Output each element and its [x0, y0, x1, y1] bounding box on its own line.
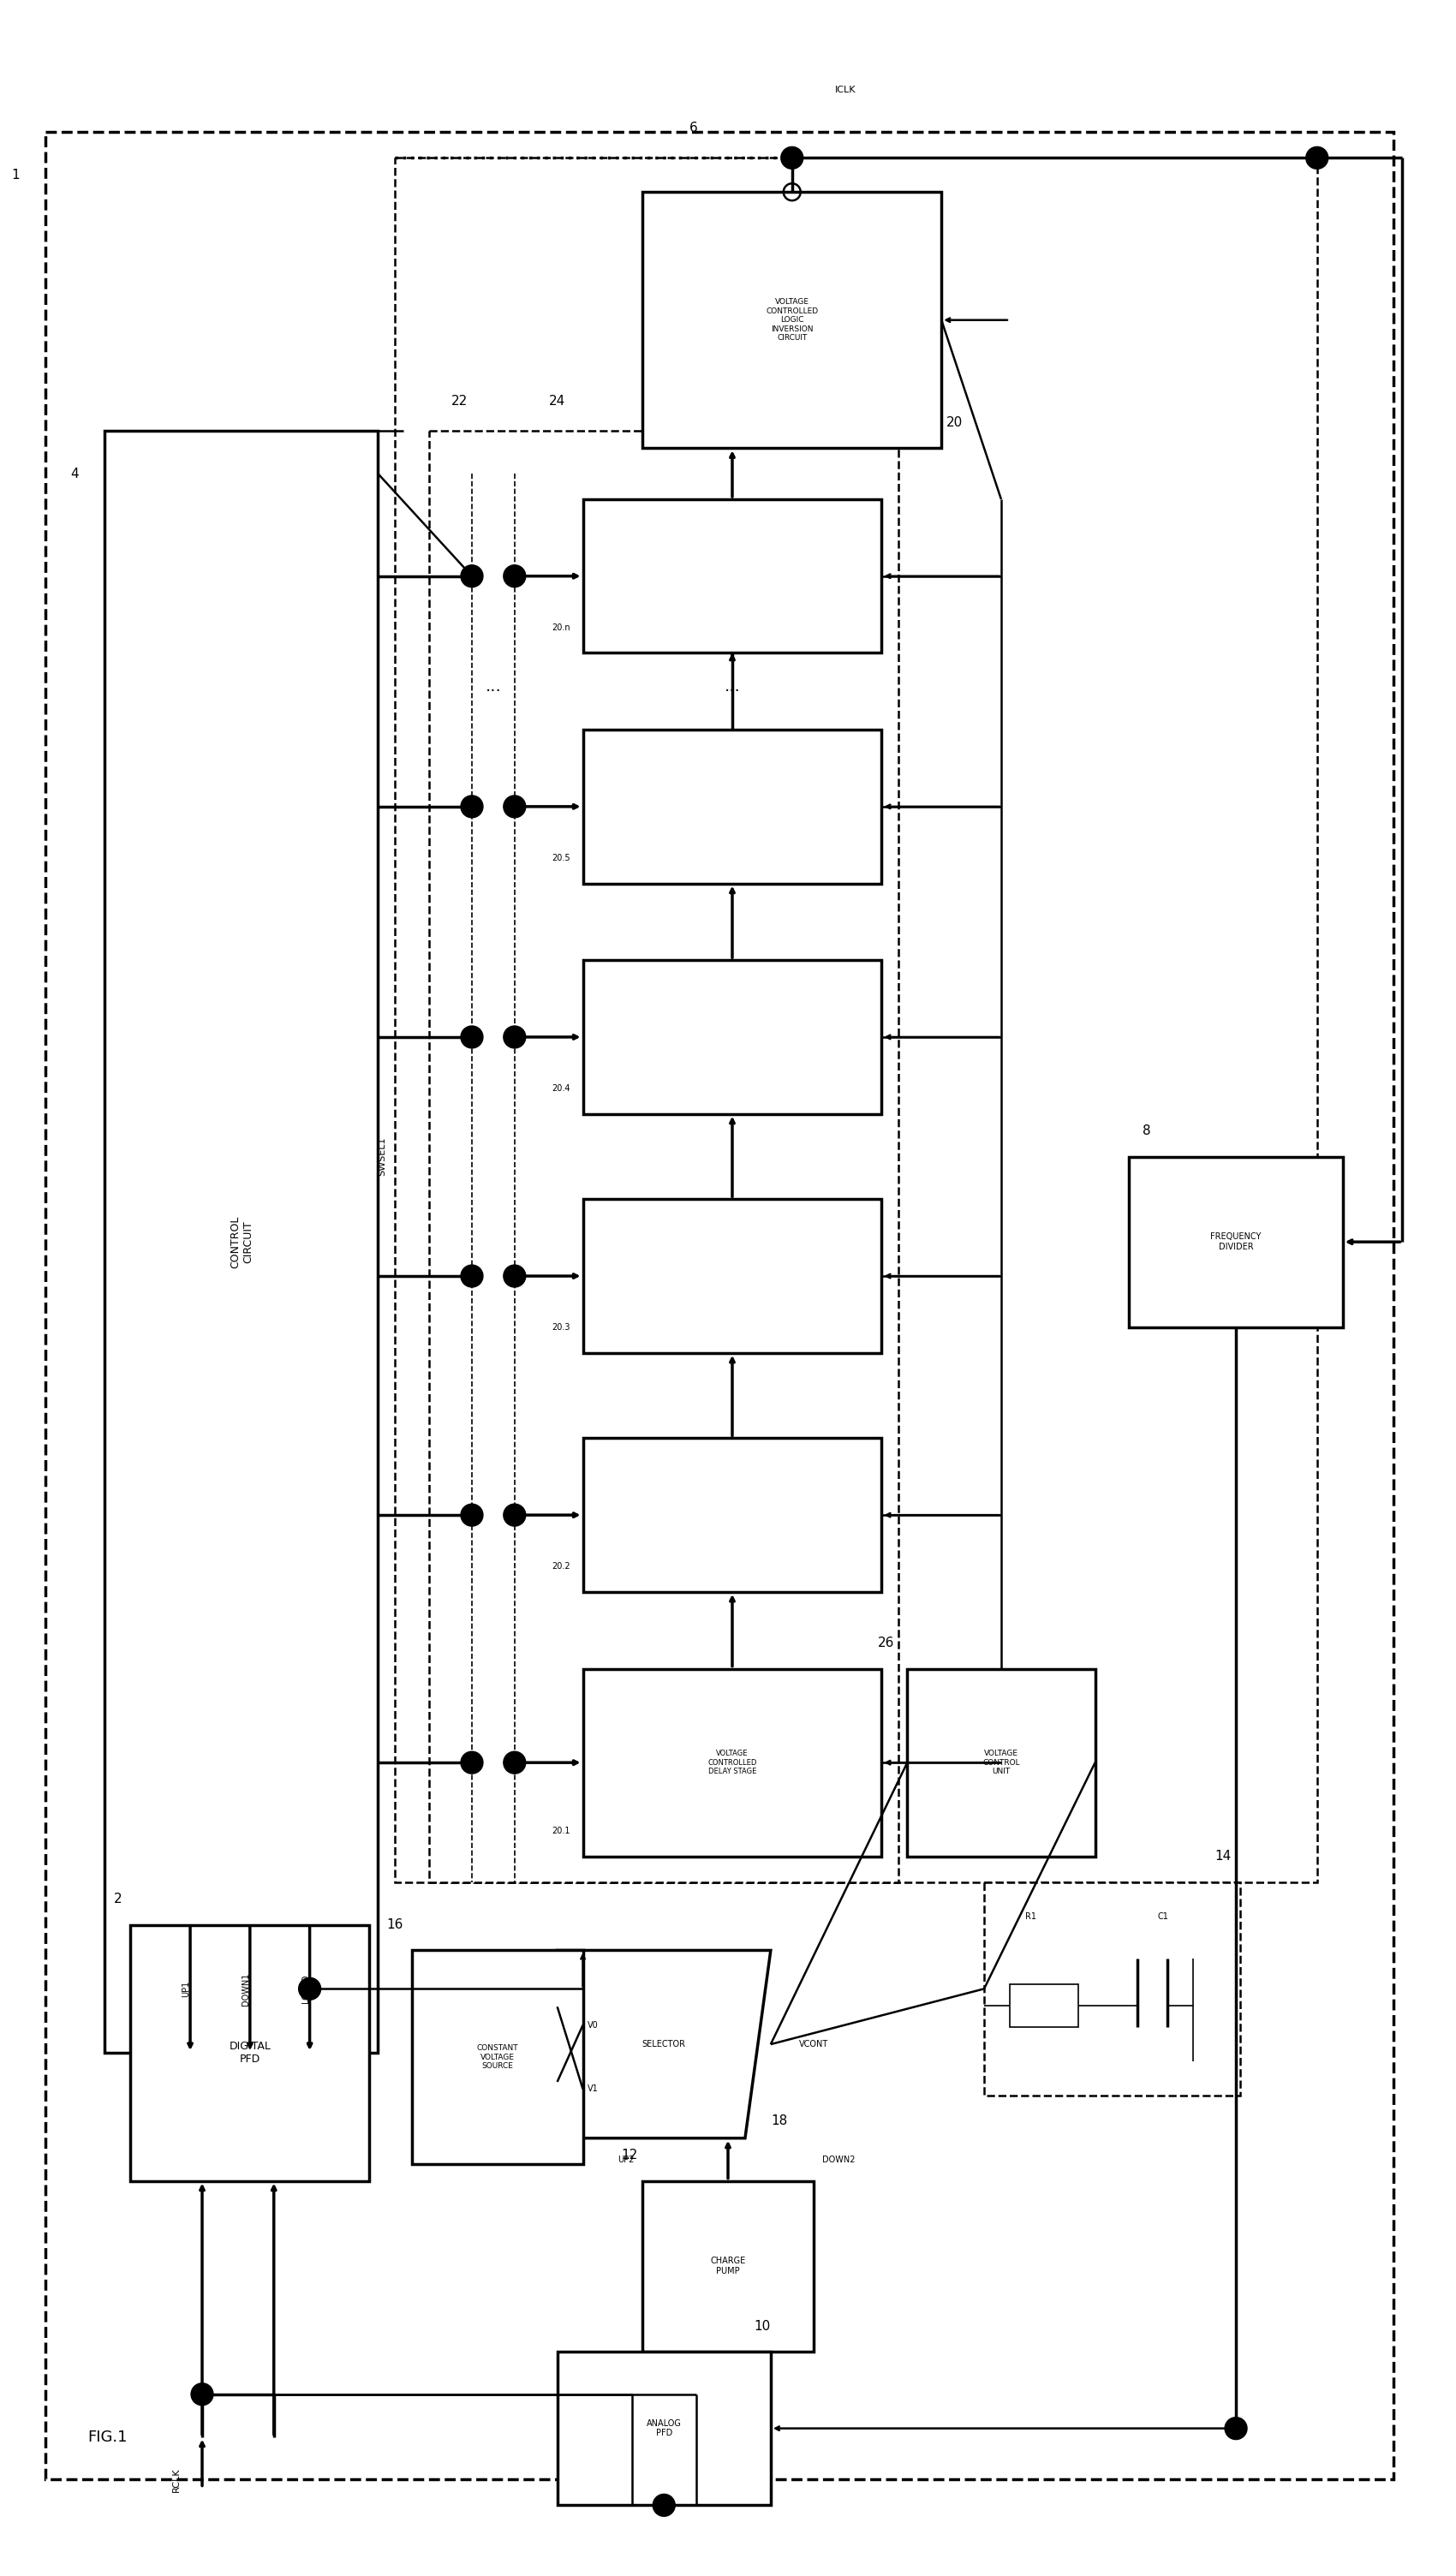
Bar	[1009, 1984, 1077, 2027]
Bar	[642, 193, 942, 448]
Bar	[582, 961, 882, 1113]
Bar	[582, 729, 882, 884]
Circle shape	[460, 1025, 483, 1048]
Text: DOWN2: DOWN2	[821, 2156, 855, 2164]
Bar	[582, 500, 882, 652]
Text: 22: 22	[451, 394, 467, 407]
Bar	[582, 1437, 882, 1592]
Circle shape	[191, 2383, 213, 2406]
Text: 20.1: 20.1	[552, 1826, 571, 1834]
Text: VOLTAGE
CONTROLLED
LOGIC
INVERSION
CIRCUIT: VOLTAGE CONTROLLED LOGIC INVERSION CIRCU…	[766, 299, 818, 343]
Circle shape	[652, 2494, 676, 2517]
Text: 8: 8	[1142, 1126, 1150, 1139]
Text: FREQUENCY
DIVIDER: FREQUENCY DIVIDER	[1210, 1234, 1261, 1252]
Circle shape	[460, 564, 483, 587]
Text: 20.4: 20.4	[552, 1084, 571, 1092]
Polygon shape	[558, 1950, 770, 2138]
Bar	[582, 1200, 882, 1352]
Text: 12: 12	[622, 2148, 638, 2161]
Text: 4: 4	[71, 466, 79, 479]
Circle shape	[298, 1978, 320, 1999]
Text: C1: C1	[1158, 1911, 1169, 1922]
Text: LOCKD: LOCKD	[301, 1973, 310, 2004]
Text: 24: 24	[549, 394, 565, 407]
Circle shape	[504, 796, 526, 817]
Text: 14: 14	[1214, 1850, 1232, 1862]
Text: VOLTAGE
CONTROLLED
DELAY STAGE: VOLTAGE CONTROLLED DELAY STAGE	[708, 1749, 757, 1775]
Text: CONSTANT
VOLTAGE
SOURCE: CONSTANT VOLTAGE SOURCE	[476, 2045, 518, 2071]
Bar	[395, 157, 1318, 1883]
Text: ···: ···	[485, 683, 501, 701]
Circle shape	[460, 1752, 483, 1775]
Bar	[1130, 1157, 1342, 1327]
Circle shape	[780, 147, 804, 170]
Text: 26: 26	[878, 1636, 894, 1649]
Circle shape	[504, 1025, 526, 1048]
Text: RCLK: RCLK	[172, 2468, 181, 2491]
Text: 16: 16	[387, 1919, 403, 1932]
Text: 2: 2	[114, 1893, 122, 1906]
Text: FIG.1: FIG.1	[87, 2429, 128, 2445]
Circle shape	[460, 1265, 483, 1288]
Bar	[412, 1950, 582, 2164]
Circle shape	[1224, 2416, 1246, 2439]
Text: DOWN1: DOWN1	[242, 1973, 250, 2004]
Text: 20: 20	[946, 417, 962, 428]
Circle shape	[504, 1504, 526, 1525]
Bar	[131, 1924, 370, 2182]
Text: CONTROL
CIRCUIT: CONTROL CIRCUIT	[230, 1216, 253, 1267]
Circle shape	[1306, 147, 1328, 170]
Text: VCONT: VCONT	[799, 2040, 828, 2048]
Text: 20.2: 20.2	[552, 1561, 571, 1571]
Text: V0: V0	[587, 2020, 598, 2030]
Text: 6: 6	[690, 121, 697, 134]
Text: UP1: UP1	[182, 1981, 191, 1996]
Text: DIGITAL
PFD: DIGITAL PFD	[229, 2040, 271, 2066]
Text: CHARGE
PUMP: CHARGE PUMP	[711, 2257, 745, 2275]
Text: UP2: UP2	[617, 2156, 635, 2164]
Circle shape	[460, 796, 483, 817]
Circle shape	[504, 1752, 526, 1775]
Text: 18: 18	[772, 2115, 788, 2128]
Bar	[558, 2352, 770, 2506]
Text: ···: ···	[724, 683, 740, 701]
Text: 20.n: 20.n	[552, 623, 571, 631]
Text: SWSEL1: SWSEL1	[379, 1136, 386, 1177]
Bar	[642, 2182, 814, 2352]
Bar	[105, 430, 379, 2053]
Bar	[984, 1883, 1241, 2094]
Text: SELECTOR: SELECTOR	[642, 2040, 686, 2048]
Text: VOLTAGE
CONTROL
UNIT: VOLTAGE CONTROL UNIT	[983, 1749, 1019, 1775]
Text: 20.3: 20.3	[552, 1324, 571, 1332]
Text: 1: 1	[12, 167, 19, 180]
Circle shape	[460, 1504, 483, 1525]
Text: V1: V1	[587, 2084, 598, 2094]
Bar	[430, 430, 898, 1883]
Bar	[907, 1669, 1095, 1857]
Bar	[582, 1669, 882, 1857]
Circle shape	[504, 1265, 526, 1288]
Text: ANALOG
PFD: ANALOG PFD	[646, 2419, 681, 2437]
Text: R1: R1	[1025, 1911, 1037, 1922]
Text: 10: 10	[754, 2318, 770, 2331]
Text: ICLK: ICLK	[834, 85, 856, 93]
Text: 20.5: 20.5	[552, 853, 571, 863]
Circle shape	[504, 564, 526, 587]
